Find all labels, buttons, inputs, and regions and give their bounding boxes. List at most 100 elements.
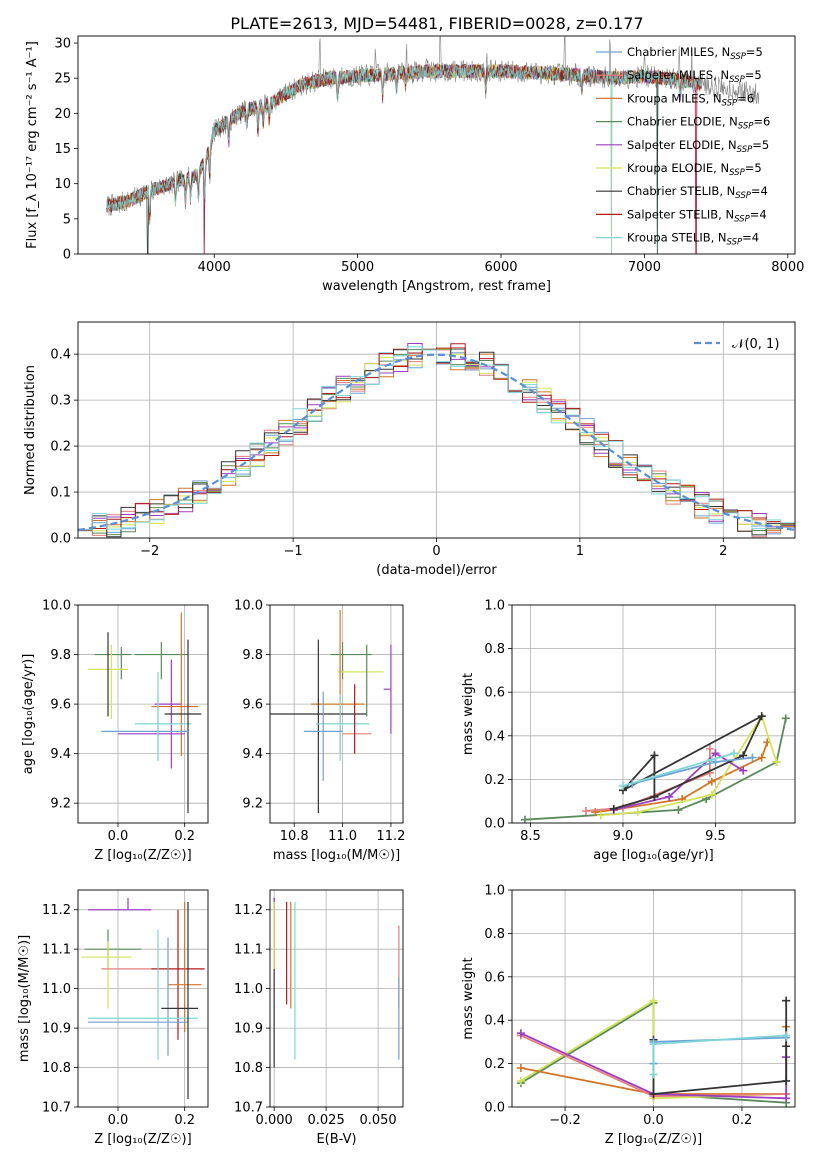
legend-label: Salpeter STELIB, NSSP=4 [627, 207, 767, 224]
massweight-vs-age-marker [618, 781, 627, 790]
mass-vs-ebv-xtick-label: 0.000 [256, 1113, 293, 1128]
mass-vs-Z-errorbar-point [81, 941, 132, 1009]
massweight-vs-age-marker [739, 766, 748, 775]
mass-vs-Z-errorbar-point [168, 901, 202, 1033]
age-vs-Z-errorbar-point [151, 612, 198, 757]
massweight-vs-Z-marker [649, 1040, 658, 1049]
massweight-vs-age-marker [674, 805, 683, 814]
age-vs-mass-errorbar-point [315, 694, 370, 762]
mass-vs-Z-xlabel: Z [log₁₀(Z/Z☉)] [94, 1132, 191, 1147]
massweight-vs-Z-marker [516, 1076, 525, 1085]
massweight-vs-age-marker [748, 753, 757, 762]
mass-vs-Z-ylabel: mass [log₁₀(M/M☉)] [17, 935, 32, 1062]
mass-vs-ebv-ytick-label: 11.2 [234, 903, 263, 918]
age-vs-Z-plot-content [78, 605, 208, 823]
mass-vs-Z-errorbar-point [88, 897, 152, 911]
spectrum-ytick-label: 25 [54, 72, 71, 87]
massweight-vs-age-ytick-label: 0.2 [484, 773, 505, 788]
legend-label: Salpeter MILES, NSSP=5 [627, 68, 762, 85]
massweight-vs-Z-plot-content [512, 890, 795, 1107]
age-vs-Z-errorbar-point [94, 647, 132, 680]
mass-vs-ebv-frame [269, 889, 404, 1108]
mass-vs-Z-xtick-label: 0.2 [174, 1113, 195, 1128]
age-vs-Z-ytick-label: 9.4 [50, 747, 71, 762]
massweight-vs-age-marker [707, 790, 716, 799]
residuals-ytick-label: 0.3 [50, 394, 71, 409]
mass-vs-Z-plot-content [78, 890, 208, 1107]
age-vs-Z-errorbar-point [134, 642, 188, 680]
massweight-vs-Z-ytick-label: 0.0 [484, 1101, 505, 1116]
mass-vs-Z-ytick-label: 10.7 [42, 1101, 71, 1116]
massweight-vs-Z-marker [782, 996, 791, 1005]
massweight-vs-age-xtick-label: 8.5 [520, 829, 541, 844]
legend-label: 𝒩(0, 1) [732, 337, 779, 352]
age-vs-mass-ytick-label: 9.8 [242, 648, 263, 663]
mass-vs-ebv-ytick-label: 10.8 [234, 1061, 263, 1076]
massweight-vs-Z-marker [649, 1070, 658, 1079]
massweight-vs-Z-marker [782, 1042, 791, 1051]
age-vs-mass-errorbar-point [303, 691, 343, 781]
residuals-xtick-label: −2 [140, 544, 159, 559]
massweight-vs-Z-ytick-label: 1.0 [484, 884, 505, 899]
age-vs-mass-ytick-label: 10.0 [234, 599, 263, 614]
massweight-vs-age-xtick-label: 9.5 [705, 829, 726, 844]
massweight-vs-age-marker [707, 777, 716, 786]
age-vs-Z-ytick-label: 10.0 [42, 599, 71, 614]
mass-vs-Z-errorbar-point [161, 901, 198, 1100]
massweight-vs-Z-ytick-label: 0.2 [484, 1057, 505, 1072]
massweight-vs-Z-ylabel: mass weight [461, 957, 476, 1039]
spectrum-xtick-label: 8000 [771, 260, 804, 275]
massweight-vs-Z-ytick-label: 0.6 [484, 970, 505, 985]
residuals-panel: −2 −1 0 1 2 0.0 0.1 0.2 0.3 0.4 (data-model)/error… [23, 321, 796, 578]
massweight-vs-age-frame [511, 604, 796, 824]
massweight-vs-Z-xtick-label: 0.0 [643, 1113, 664, 1128]
massweight-vs-Z-ytick-label: 0.8 [484, 927, 505, 942]
massweight-vs-Z-marker [782, 1031, 791, 1040]
massweight-vs-Z-marker [649, 996, 658, 1005]
massweight-vs-age-ytick-label: 0.6 [484, 686, 505, 701]
mass-vs-Z-panel: 0.0 0.2 10.7 10.8 10.9 11.0 11.1 11.2 Z [log₁₀(Z… [17, 889, 209, 1147]
residuals-ytick-label: 0.0 [50, 532, 71, 547]
age-vs-Z-ytick-label: 9.2 [50, 797, 71, 812]
massweight-vs-Z-xlabel: Z [log₁₀(Z/Z☉)] [605, 1132, 702, 1147]
age-vs-mass-errorbar-point [270, 639, 367, 814]
legend-label: Chabrier STELIB, NSSP=4 [627, 184, 768, 201]
age-vs-mass-errorbar-point [330, 642, 372, 680]
spectrum-xtick-label: 4000 [198, 260, 231, 275]
massweight-vs-age-marker [711, 749, 720, 758]
massweight-vs-age-marker [729, 749, 738, 758]
normal-reference-curve [78, 353, 795, 531]
legend-label: Salpeter ELODIE, NSSP=5 [627, 138, 769, 155]
residual-histogram-step [78, 343, 795, 530]
massweight-vs-Z-marker [516, 1063, 525, 1072]
massweight-vs-age-ytick-label: 0.4 [484, 729, 505, 744]
massweight-vs-age-ytick-label: 1.0 [484, 599, 505, 614]
residuals-ylabel: Normed distribution [23, 365, 38, 495]
legend-label: Kroupa STELIB, NSSP=4 [627, 231, 759, 248]
age-vs-Z-frame [77, 604, 209, 824]
legend-label: Kroupa ELODIE, NSSP=5 [627, 161, 762, 178]
legend-label: Chabrier MILES, NSSP=5 [627, 45, 763, 62]
age-vs-mass-xtick-label: 11.2 [376, 829, 405, 844]
mass-vs-ebv-panel: 0.000 0.025 0.050 10.7 10.8 10.9 11.0 11.1 11.2 E… [234, 889, 404, 1147]
figure-title: PLATE=2613, MJD=54481, FIBERID=0028, z=0… [230, 14, 643, 33]
age-vs-mass-frame [269, 604, 404, 824]
residuals-ytick-label: 0.1 [50, 486, 71, 501]
massweight-vs-Z-marker [782, 1094, 791, 1103]
mass-vs-Z-ytick-label: 10.8 [42, 1061, 71, 1076]
spectrum-xtick-label: 5000 [341, 260, 374, 275]
mass-vs-ebv-ytick-label: 11.1 [234, 943, 263, 958]
residuals-ytick-label: 0.4 [50, 348, 71, 363]
legend-label: Kroupa MILES, NSSP=6 [627, 91, 754, 108]
mass-vs-ebv-xtick-label: 0.050 [359, 1113, 396, 1128]
residuals-xtick-label: 2 [719, 544, 727, 559]
massweight-vs-age-marker [665, 792, 674, 801]
massweight-vs-age-marker [757, 712, 766, 721]
mass-vs-ebv-xtick-label: 0.025 [308, 1113, 345, 1128]
age-vs-mass-plot-content [270, 605, 403, 823]
age-vs-mass-xtick-label: 10.8 [280, 829, 309, 844]
massweight-vs-Z-panel: −0.2 0.0 0.2 0.0 0.2 0.4 0.6 0.8 1.0 Z [log₁₀(Z/Z… [461, 884, 796, 1147]
massweight-vs-Z-ytick-label: 0.4 [484, 1014, 505, 1029]
spectrum-plot-content [106, 36, 760, 254]
